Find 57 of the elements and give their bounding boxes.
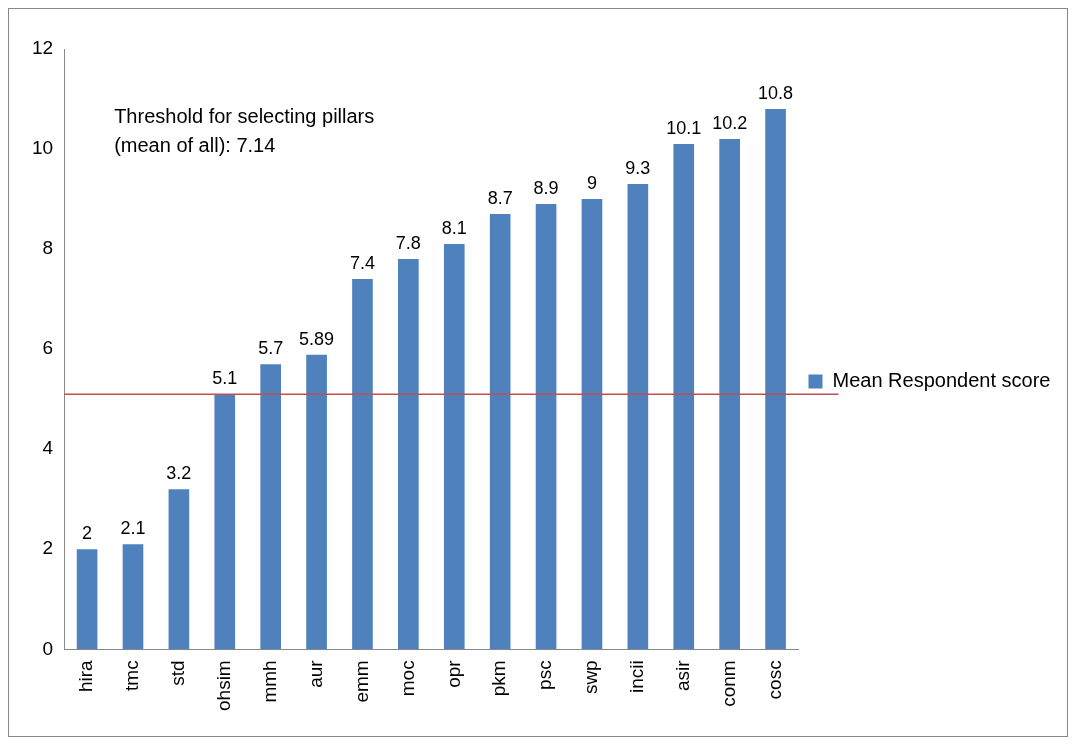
data-label: 8.7: [487, 188, 513, 209]
y-tick-label: 10: [31, 137, 54, 159]
data-label: 10.1: [666, 118, 702, 139]
data-label: 5.1: [212, 368, 238, 389]
x-tick-label: moc: [396, 660, 418, 697]
data-label: 5.89: [299, 328, 335, 349]
bar: [627, 184, 649, 650]
x-tick-label: asir: [671, 659, 693, 691]
bar: [765, 109, 786, 650]
x-tick-label: swp: [580, 660, 602, 695]
bar: [443, 244, 465, 650]
data-label: 8.1: [441, 218, 467, 239]
data-label: 10.2: [712, 113, 748, 134]
x-tick-label: aur: [304, 659, 326, 688]
data-label: 5.7: [258, 338, 284, 359]
x-tick-label: std: [167, 660, 189, 686]
bar: [535, 204, 557, 650]
x-tick-label: conm: [717, 660, 739, 707]
x-tick-label: incii: [626, 660, 648, 694]
data-label: 10.8: [758, 83, 794, 103]
data-label: 7.4: [349, 253, 375, 274]
bar: [76, 549, 98, 650]
annotation: Threshold for selecting pillars (mean of all): 7.14: [114, 104, 375, 156]
x-tick-label: ohsim: [213, 660, 235, 712]
bar: [214, 394, 236, 650]
bar: [398, 259, 419, 650]
data-label: 3.2: [166, 463, 192, 484]
x-tick-label: pkm: [488, 660, 510, 697]
y-tick-label: 8: [42, 237, 54, 259]
x-tick-label: cosc: [763, 660, 785, 700]
data-label: 7.8: [395, 233, 421, 254]
x-tick-label: emm: [350, 660, 372, 703]
bar: [168, 489, 190, 650]
y-tick-label: 6: [42, 337, 54, 359]
bar: [719, 139, 740, 650]
data-label: 2: [82, 523, 93, 544]
data-label: 8.9: [533, 178, 559, 199]
x-tick-label: mmh: [258, 660, 280, 703]
y-tick-label: 4: [42, 437, 54, 459]
x-tick-label: tmc: [121, 660, 143, 691]
data-label: 9: [586, 173, 597, 194]
bar: [581, 199, 603, 650]
x-tick-label: opr: [442, 659, 464, 688]
bar: [122, 544, 144, 650]
bar: [260, 364, 281, 650]
y-tick-label: 12: [31, 37, 54, 59]
y-tick-label: 0: [42, 637, 54, 659]
data-label: 2.1: [120, 518, 146, 539]
y-tick-label: 2: [42, 537, 54, 559]
bar: [352, 279, 373, 650]
x-tick-label: psc: [534, 660, 556, 690]
bar: [489, 214, 511, 650]
legend-label: Mean Respondent score: [832, 369, 1051, 392]
x-tick-label: hira: [75, 659, 97, 693]
data-label: 9.3: [625, 158, 651, 179]
bar: [673, 144, 695, 650]
bar: [306, 354, 327, 650]
